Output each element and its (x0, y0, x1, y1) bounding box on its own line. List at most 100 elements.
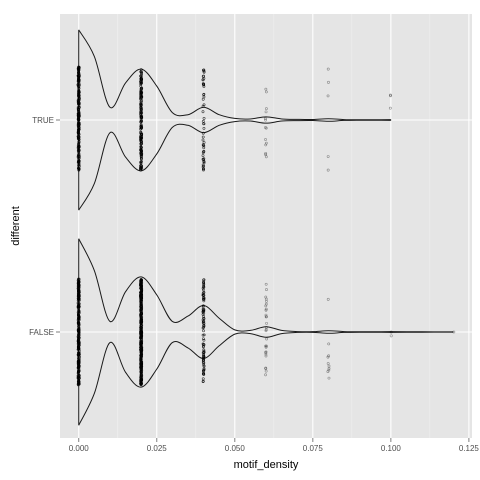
data-point (201, 131, 205, 135)
data-point (201, 337, 205, 341)
data-point (264, 329, 268, 333)
data-point (140, 106, 143, 110)
data-point (76, 383, 80, 387)
data-point (264, 352, 268, 356)
data-point (201, 288, 205, 292)
data-point (77, 298, 81, 302)
data-point (202, 146, 206, 150)
violin-outline-lower (78, 119, 391, 211)
data-point (202, 316, 205, 320)
data-point (264, 350, 268, 354)
data-points (76, 65, 456, 387)
data-point (139, 160, 143, 164)
data-point (77, 290, 81, 294)
data-point (77, 316, 81, 320)
data-point (202, 282, 206, 286)
data-point (202, 329, 205, 333)
violin-outline-upper (78, 238, 454, 333)
data-point (140, 125, 144, 129)
violin-outline-upper (78, 29, 391, 121)
data-point (264, 151, 268, 155)
data-point (140, 382, 143, 386)
data-point (140, 81, 143, 85)
data-point (77, 68, 81, 72)
data-point (202, 150, 206, 153)
data-point (139, 305, 143, 308)
data-point (77, 370, 81, 374)
data-point (326, 370, 330, 373)
data-point (77, 277, 80, 281)
data-point (201, 138, 205, 142)
data-point (201, 143, 205, 147)
data-point (201, 379, 205, 383)
data-point (140, 91, 144, 95)
data-point (139, 320, 143, 324)
data-point (76, 117, 80, 121)
data-point (77, 281, 81, 285)
x-tick-label: 0.125 (459, 444, 480, 453)
data-point (139, 110, 143, 113)
data-point (76, 130, 80, 134)
data-point (202, 160, 206, 164)
data-point (140, 73, 144, 77)
data-point (139, 103, 142, 106)
data-point (201, 342, 205, 346)
data-point (202, 349, 206, 353)
data-point (264, 373, 267, 377)
data-point (76, 67, 80, 70)
data-point (77, 338, 81, 342)
data-point (77, 357, 81, 361)
data-point (139, 285, 143, 289)
data-point (77, 341, 81, 344)
data-point (77, 151, 81, 155)
data-point (139, 344, 143, 348)
data-point (264, 315, 268, 319)
data-point (264, 297, 268, 301)
data-point (77, 331, 81, 335)
data-point (202, 281, 206, 285)
data-point (264, 328, 268, 332)
data-point (139, 336, 143, 340)
data-point (202, 372, 205, 376)
data-point (77, 352, 80, 356)
data-point (139, 303, 143, 307)
data-point (264, 110, 268, 114)
data-point (139, 329, 143, 333)
data-point (140, 116, 143, 120)
data-point (202, 284, 206, 287)
data-point (201, 305, 205, 309)
data-point (140, 114, 144, 118)
data-point (139, 157, 143, 161)
data-point (140, 95, 144, 99)
data-point (264, 107, 268, 111)
data-point (77, 107, 80, 111)
data-point (140, 149, 143, 153)
data-point (77, 71, 80, 75)
plot-panel (60, 14, 472, 438)
data-point (202, 95, 206, 99)
data-point (201, 333, 205, 337)
data-point (201, 318, 205, 322)
minor-gridlines (117, 14, 431, 438)
data-point (139, 76, 143, 80)
data-point (265, 344, 268, 348)
data-point (201, 104, 205, 108)
data-point (139, 130, 143, 134)
data-point (264, 369, 268, 373)
data-point (202, 361, 206, 365)
data-point (201, 351, 205, 355)
data-point (139, 120, 143, 124)
data-point (140, 350, 144, 354)
data-point (139, 364, 143, 368)
data-point (140, 375, 144, 379)
data-point (264, 153, 268, 156)
data-point (77, 76, 81, 80)
x-tick-label: 0.075 (303, 444, 324, 453)
data-point (77, 361, 81, 365)
data-point (77, 92, 81, 96)
data-point (77, 89, 81, 93)
major-gridlines (60, 14, 472, 438)
data-point (326, 362, 330, 365)
data-point (264, 313, 268, 317)
data-point (139, 356, 143, 359)
